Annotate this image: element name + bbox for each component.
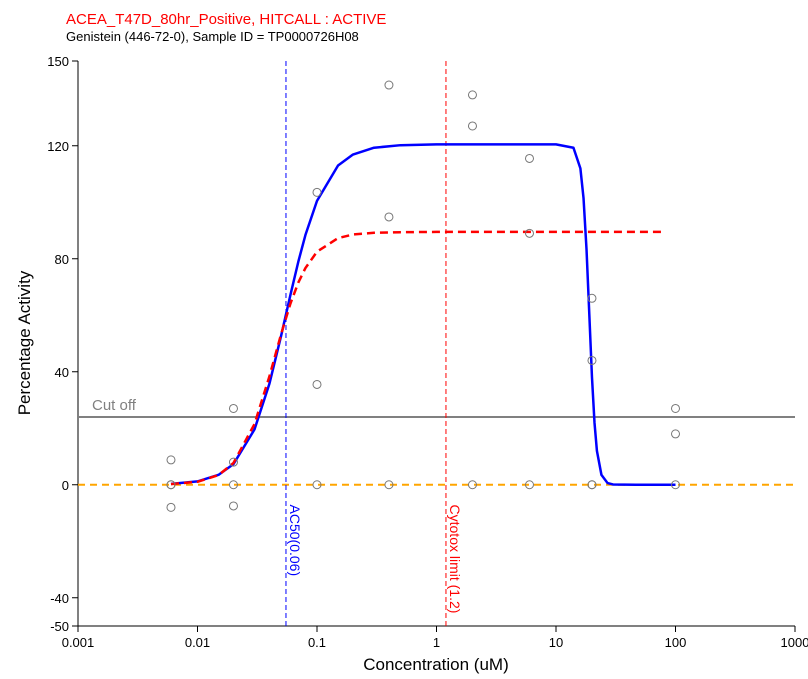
data-point bbox=[384, 480, 394, 490]
data-point bbox=[587, 355, 597, 365]
x-tick-label: 1000 bbox=[781, 635, 808, 650]
reference-label: AC50(0.06) bbox=[287, 505, 303, 577]
x-tick-label: 0.001 bbox=[62, 635, 95, 650]
y-tick-label: 0 bbox=[62, 478, 69, 493]
x-tick-label: 0.01 bbox=[185, 635, 210, 650]
data-point bbox=[384, 80, 394, 90]
reference-label: Cytotox limit (1.2) bbox=[447, 505, 463, 614]
x-tick-label: 1 bbox=[433, 635, 440, 650]
reference-label: Cut off bbox=[92, 397, 137, 414]
data-point bbox=[587, 480, 597, 490]
data-point bbox=[166, 455, 176, 465]
x-tick-label: 10 bbox=[549, 635, 563, 650]
data-point bbox=[467, 121, 477, 131]
x-tick-label: 100 bbox=[665, 635, 687, 650]
data-point bbox=[587, 293, 597, 303]
data-point bbox=[671, 403, 680, 413]
fit-curve bbox=[170, 230, 664, 486]
y-tick-label: 150 bbox=[47, 54, 69, 69]
data-point bbox=[228, 480, 238, 490]
y-tick-label: 40 bbox=[55, 365, 69, 380]
data-point bbox=[524, 228, 534, 238]
data-point bbox=[166, 480, 176, 490]
data-point bbox=[166, 502, 176, 512]
data-point bbox=[312, 379, 322, 389]
y-tick-label: -50 bbox=[50, 619, 69, 634]
y-tick-label: -40 bbox=[50, 591, 69, 606]
data-point bbox=[467, 480, 477, 490]
data-point bbox=[228, 457, 238, 467]
data-point bbox=[312, 187, 322, 197]
y-tick-label: 120 bbox=[47, 139, 69, 154]
data-point bbox=[384, 212, 394, 222]
data-point bbox=[671, 429, 680, 439]
y-axis-label: Percentage Activity bbox=[15, 270, 34, 415]
data-point bbox=[312, 480, 322, 490]
data-point bbox=[228, 403, 238, 413]
chart-title: ACEA_T47D_80hr_Positive, HITCALL : ACTIV… bbox=[66, 11, 386, 28]
chart-subtitle: Genistein (446-72-0), Sample ID = TP0000… bbox=[66, 29, 359, 44]
y-tick-label: 80 bbox=[55, 252, 69, 267]
data-point bbox=[524, 153, 534, 163]
data-point bbox=[671, 480, 680, 490]
data-point bbox=[524, 480, 534, 490]
fit-curve bbox=[170, 143, 676, 486]
x-tick-label: 0.1 bbox=[308, 635, 326, 650]
data-point bbox=[228, 501, 238, 511]
data-point bbox=[467, 90, 477, 100]
x-axis-label: Concentration (uM) bbox=[363, 655, 509, 674]
